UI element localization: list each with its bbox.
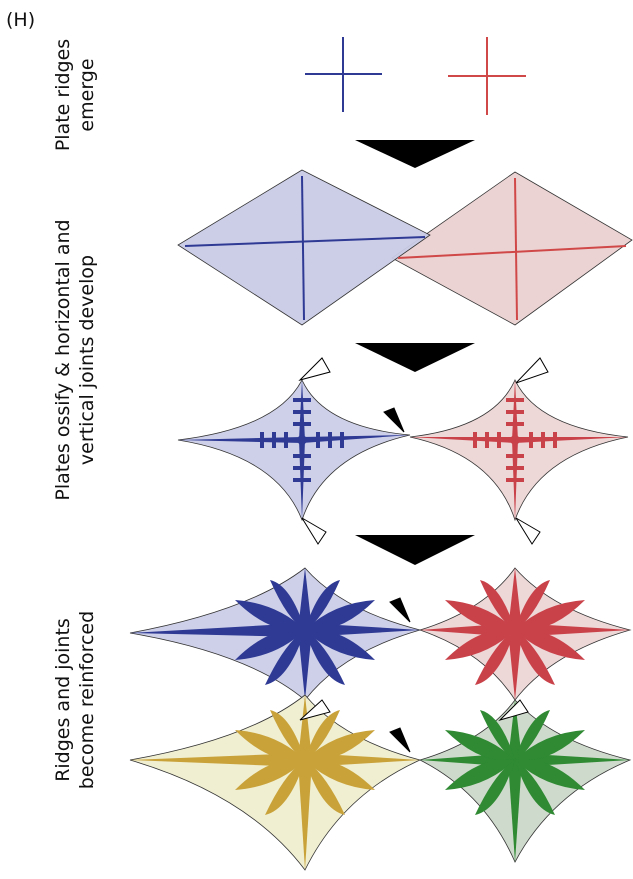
label-line: become reinforced (76, 611, 98, 789)
ridge-bar (506, 454, 524, 458)
ridge-bar (293, 466, 311, 470)
pointer (390, 598, 410, 622)
ridge-bar (553, 432, 557, 448)
pointer (516, 518, 540, 544)
ridge-center (510, 435, 520, 445)
ridge-bar (328, 432, 332, 448)
pointer (302, 518, 326, 544)
label-line: Plate ridges (52, 39, 74, 151)
label-line: Ridges and joints (52, 618, 74, 782)
label-line: vertical joints develop (76, 255, 98, 465)
pointer (390, 728, 410, 752)
plates (130, 358, 630, 870)
ridge-bar (260, 432, 264, 448)
pointer (300, 358, 330, 380)
stage-label: Ridges and joints become reinforced (52, 611, 98, 789)
ridge-bar (506, 422, 524, 426)
figure: (H) Plate ridges emerge Plates ossify & … (0, 0, 633, 879)
label-line: Plates ossify & horizontal and (52, 219, 74, 500)
ridge-bar (506, 478, 524, 482)
ridge-bar (485, 432, 489, 448)
ridge-bar (293, 454, 311, 458)
ridge-bar (506, 398, 524, 402)
stage-label: Plate ridges emerge (52, 39, 98, 151)
plate (130, 695, 420, 870)
ridge-bar (506, 466, 524, 470)
ridge-bar (272, 432, 276, 448)
ridge-bar (506, 410, 524, 414)
ridge-cross (305, 37, 382, 112)
ridge-bar (293, 478, 311, 482)
ridge-bar (541, 432, 545, 448)
ridge-bar (529, 432, 533, 448)
arrow (355, 343, 475, 372)
ridge-bar (293, 410, 311, 414)
ridge-cross (448, 37, 526, 115)
pointer (516, 358, 548, 383)
arrow (355, 535, 475, 565)
stage-label: Plates ossify & horizontal and vertical … (52, 219, 98, 500)
ridge-bar (340, 432, 344, 448)
ridge-bar (473, 432, 477, 448)
pointer (384, 408, 404, 432)
panel-label: (H) (6, 9, 35, 31)
ridge-bar (497, 432, 501, 448)
arrow (355, 140, 475, 168)
label-line: emerge (76, 58, 98, 131)
ridge-bar (293, 398, 311, 402)
ridge-bar (284, 432, 288, 448)
ridge-center (297, 435, 307, 445)
ridge-bar (293, 422, 311, 426)
ridge-bar (316, 432, 320, 448)
